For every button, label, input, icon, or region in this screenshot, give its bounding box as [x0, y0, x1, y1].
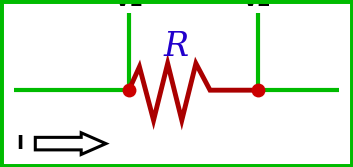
Point: [126, 89, 132, 92]
FancyArrow shape: [35, 133, 106, 154]
Text: R: R: [163, 31, 188, 63]
Text: V1: V1: [114, 0, 143, 10]
Point: [255, 89, 261, 92]
Text: V2: V2: [243, 0, 272, 10]
Text: I: I: [16, 134, 23, 153]
